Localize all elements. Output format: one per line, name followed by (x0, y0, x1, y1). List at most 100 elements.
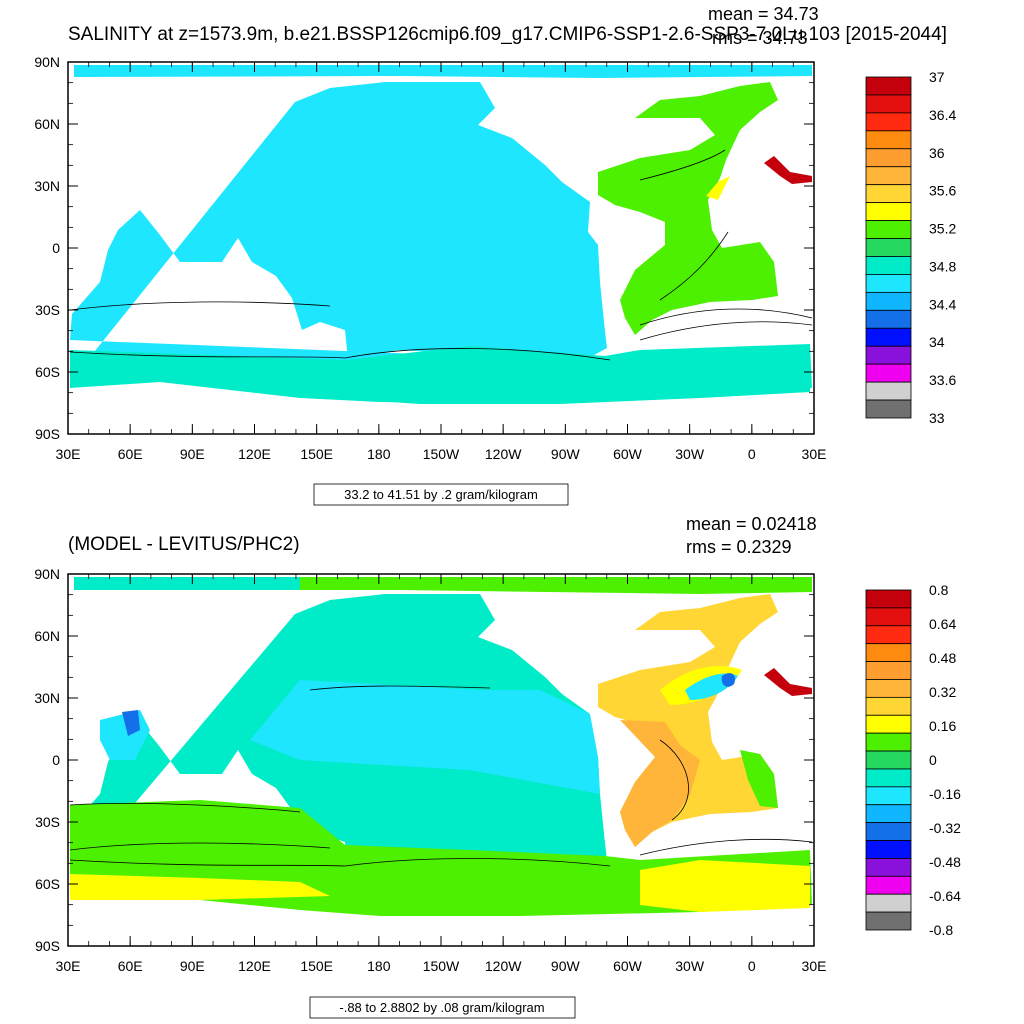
bottom-rms: rms = 0.2329 (686, 537, 792, 557)
lon-label: 30E (56, 958, 81, 974)
lat-label: 60S (35, 876, 60, 892)
colorbar-swatch (865, 750, 912, 770)
colorbar-swatch (865, 76, 912, 96)
lat-label: 30S (35, 814, 60, 830)
top-lon-labels: 30E 60E 90E 120E 150E 180 150W 120W 90W 60W 30W 0 30… (56, 446, 827, 462)
top-contour-info: 33.2 to 41.51 by .2 gram/kilogram (344, 487, 538, 502)
lat-label: 30S (35, 302, 60, 318)
lon-label: 180 (367, 958, 391, 974)
lon-label: 30E (802, 446, 827, 462)
colorbar-label: 35.6 (929, 183, 956, 199)
lon-label: 90E (180, 958, 205, 974)
lon-label: 150E (300, 958, 333, 974)
lon-label: 90E (180, 446, 205, 462)
lon-label: 120E (238, 958, 271, 974)
lon-label: 120E (238, 446, 271, 462)
bottom-atlantic-green (740, 750, 778, 808)
colorbar-swatch (865, 911, 912, 931)
top-colorbar (865, 76, 912, 419)
top-title: SALINITY at z=1573.9m, b.e21.BSSP126cmip… (68, 24, 947, 45)
colorbar-swatch (865, 166, 912, 186)
bottom-colorbar (865, 589, 912, 931)
bottom-mean: mean = 0.02418 (686, 514, 817, 534)
lon-label: 120W (485, 446, 522, 462)
bottom-lat-labels: 90N 60N 30N 0 30S 60S 90S (34, 566, 60, 954)
lon-label: 150E (300, 446, 333, 462)
lon-label: 90W (551, 958, 581, 974)
lon-label: 120W (485, 958, 522, 974)
colorbar-swatch (865, 768, 912, 788)
colorbar-label: 34 (929, 334, 945, 350)
colorbar-label: 33.6 (929, 372, 956, 388)
colorbar-label: -0.64 (929, 888, 961, 904)
atlantic-warm (706, 176, 730, 200)
lon-label: 0 (748, 446, 756, 462)
top-mean: mean = 34.73 (708, 4, 819, 24)
top-colorbar-labels: 37 36.4 36 35.6 35.2 34.8 34.4 34 33.6 33 (929, 69, 956, 426)
bottom-title: (MODEL - LEVITUS/PHC2) (68, 534, 300, 555)
colorbar-swatch (865, 399, 912, 419)
colorbar-swatch (865, 589, 912, 609)
bottom-gulfstream-core (721, 673, 736, 687)
lat-label: 60N (34, 628, 60, 644)
southern-band-lower (300, 380, 810, 404)
bottom-contour-info: -.88 to 2.8802 by .08 gram/kilogram (339, 1000, 544, 1015)
colorbar-swatch (865, 607, 912, 627)
colorbar-label: 0.8 (929, 582, 949, 598)
colorbar-label: 37 (929, 69, 945, 85)
colorbar-swatch (865, 274, 912, 293)
bottom-ticks (67, 573, 815, 947)
lon-label: 30W (675, 958, 705, 974)
top-lat-labels: 90N 60N 30N 0 30S 60S 90S (34, 54, 60, 442)
lat-label: 90N (34, 566, 60, 582)
arctic-ocean (74, 65, 812, 78)
top-rms: rms = 34.73 (712, 28, 808, 48)
colorbar-swatch (865, 256, 912, 275)
lon-label: 180 (367, 446, 391, 462)
colorbar-label: -0.32 (929, 820, 961, 836)
colorbar-swatch (865, 858, 912, 877)
colorbar-swatch (865, 875, 912, 895)
lon-label: 30W (675, 446, 705, 462)
colorbar-swatch (865, 309, 912, 329)
colorbar-label: 0 (929, 752, 937, 768)
colorbar-swatch (865, 822, 912, 841)
bottom-indian-dark (122, 710, 140, 736)
lat-label: 60S (35, 364, 60, 380)
bottom-pacific-deep (250, 680, 600, 794)
lat-label: 30N (34, 690, 60, 706)
bottom-southern-yellow (70, 874, 330, 900)
lon-label: 90W (551, 446, 581, 462)
colorbar-swatch (865, 893, 912, 913)
colorbar-swatch (865, 625, 912, 645)
lon-label: 60W (613, 446, 643, 462)
colorbar-swatch (865, 363, 912, 383)
colorbar-label: -0.16 (929, 786, 961, 802)
top-map (68, 62, 814, 434)
top-ticks (67, 61, 815, 435)
bottom-map (68, 574, 814, 946)
lon-label: 150W (423, 958, 460, 974)
colorbar-swatch (865, 291, 912, 311)
bottom-panel: (MODEL - LEVITUS/PHC2) mean = 0.02418 rm… (34, 514, 961, 1019)
colorbar-label: 33 (929, 410, 945, 426)
lat-label: 0 (52, 752, 60, 768)
lat-label: 0 (52, 240, 60, 256)
colorbar-label: -0.48 (929, 854, 961, 870)
med-outflow (764, 156, 812, 184)
colorbar-label: -0.8 (929, 922, 953, 938)
pacific-ocean (70, 82, 607, 382)
colorbar-swatch (865, 345, 912, 365)
colorbar-swatch (865, 130, 912, 150)
bottom-info-box (309, 996, 576, 1019)
colorbar-swatch (865, 732, 912, 752)
bottom-arctic-cyan (74, 577, 300, 590)
colorbar-swatch (865, 112, 912, 132)
colorbar-swatch (865, 184, 912, 204)
colorbar-label: 34.8 (929, 258, 956, 274)
colorbar-swatch (865, 661, 912, 680)
colorbar-label: 34.4 (929, 296, 956, 312)
lat-label: 60N (34, 116, 60, 132)
colorbar-label: 35.2 (929, 221, 956, 237)
